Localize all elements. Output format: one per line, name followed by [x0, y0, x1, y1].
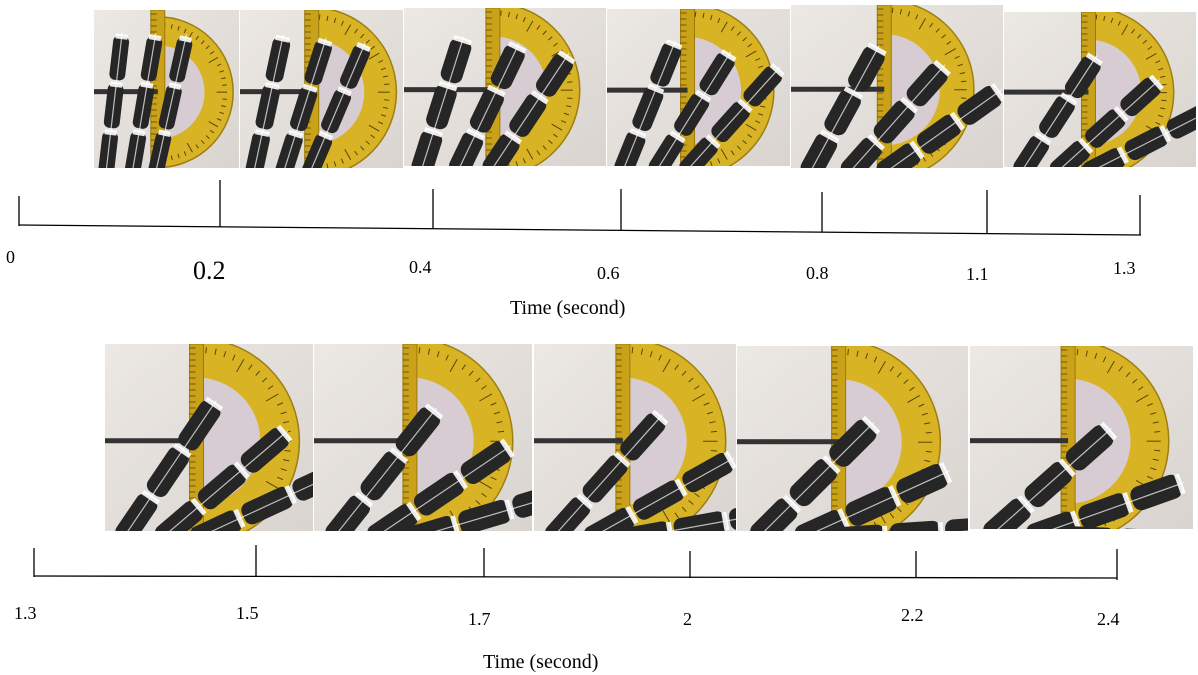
bottom-axis-title: Time (second): [483, 651, 599, 673]
top-tick-label: 0.2: [193, 256, 226, 285]
robotic-fingers: [545, 409, 736, 531]
top-tick-label: 0.8: [806, 263, 829, 283]
top-tick-label: 0: [6, 247, 15, 267]
timeline-bottom-line: [33, 575, 1118, 579]
top-tick-label: 0.6: [597, 263, 620, 283]
frame-photo: [94, 10, 239, 168]
frame-photo: [1004, 12, 1196, 167]
frame-photo: [404, 8, 606, 166]
photo-frame-top-5: [791, 5, 1003, 168]
photo-frame-top-2: [240, 10, 403, 168]
robotic-fingers: [983, 421, 1186, 529]
frame-photo: [534, 344, 736, 531]
photo-frame-bottom-2: [314, 344, 532, 531]
top-tick-label: 1.1: [966, 264, 989, 284]
frame-photo: [737, 346, 968, 531]
robotic-fingers: [1013, 52, 1196, 167]
frame-photo: [791, 5, 1003, 168]
photo-frame-bottom-5: [970, 346, 1193, 529]
timeline-top-line: [18, 224, 1142, 236]
timeline-bottom-axis: [33, 545, 1118, 580]
robotic-fingers: [750, 415, 968, 531]
bottom-tick-label: 2.2: [901, 605, 924, 625]
robotic-fingers: [325, 403, 532, 531]
bottom-tick-label: 1.3: [14, 603, 37, 623]
robotic-fingers: [115, 396, 313, 531]
photo-frame-top-6: [1004, 12, 1196, 167]
robotic-fingers: [98, 32, 193, 168]
robotic-fingers: [614, 39, 785, 166]
robotic-fingers: [411, 35, 576, 166]
bottom-tick-label: 2.4: [1097, 609, 1120, 629]
bottom-tick-label: 1.5: [236, 603, 259, 623]
frame-photo: [105, 344, 313, 531]
top-axis-title: Time (second): [510, 297, 626, 319]
frame-photo: [314, 344, 532, 531]
photo-frame-top-1: [94, 10, 239, 168]
photo-frame-top-4: [607, 9, 790, 166]
robotic-fingers: [245, 34, 371, 168]
frame-photo: [970, 346, 1193, 529]
frame-photo: [240, 10, 403, 168]
photo-frame-bottom-3: [534, 344, 736, 531]
photo-frame-top-3: [404, 8, 606, 166]
timeline-top-axis: [18, 180, 1142, 236]
bottom-tick-label: 2: [683, 609, 692, 629]
robotic-fingers: [800, 42, 1003, 168]
photo-frame-bottom-4: [737, 346, 968, 531]
photo-frame-bottom-1: [105, 344, 313, 531]
frame-photo: [607, 9, 790, 166]
top-tick-label: 1.3: [1113, 258, 1136, 278]
top-tick-label: 0.4: [409, 257, 432, 277]
bottom-tick-label: 1.7: [468, 609, 491, 629]
